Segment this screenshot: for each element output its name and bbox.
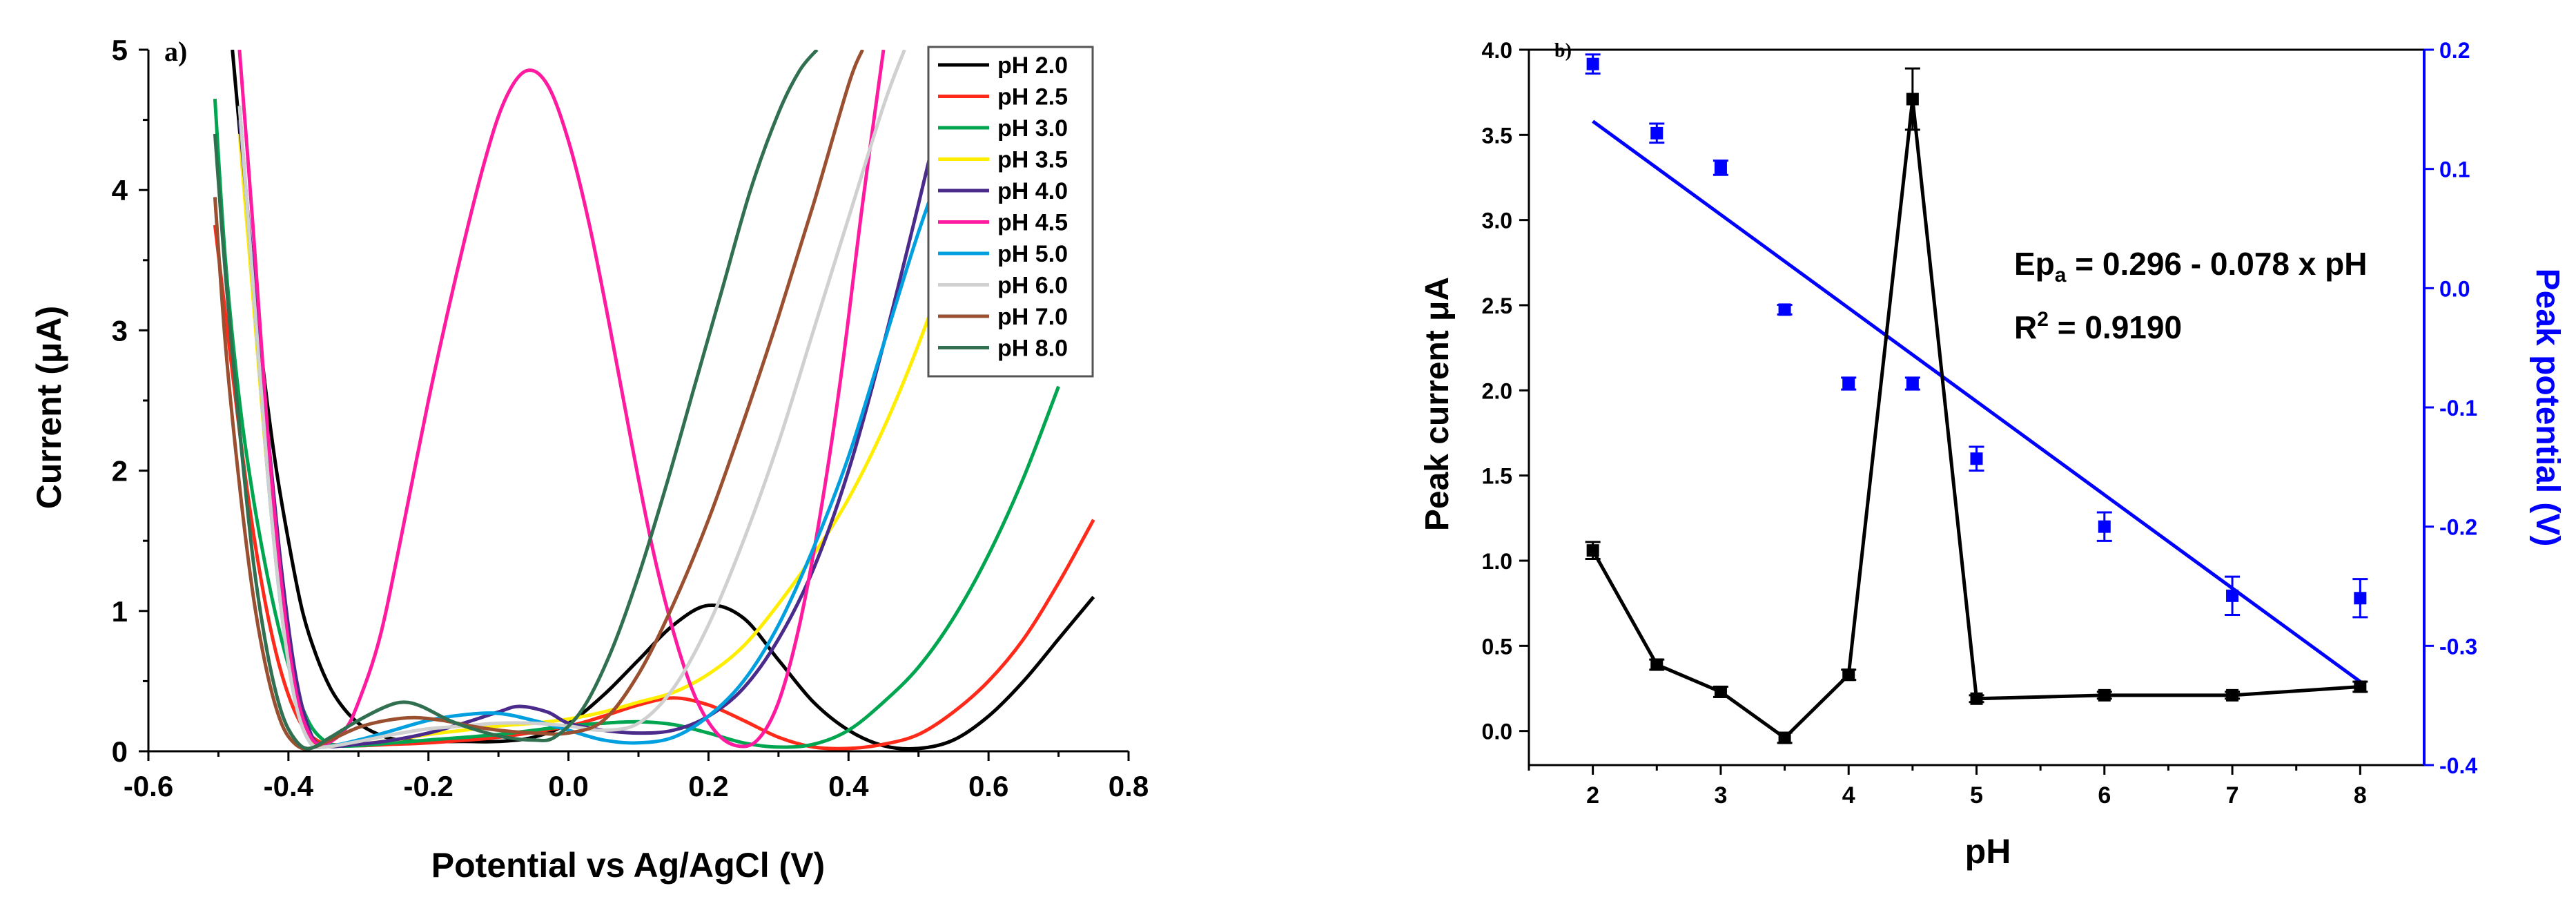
peak-current-point	[2226, 688, 2239, 702]
panel-b-right-y-tick-label: 0.0	[2439, 276, 2470, 301]
panel-b-right-y-tick-label: -0.4	[2439, 753, 2477, 778]
panel-a-y-tick-label: 1	[112, 595, 128, 628]
peak-current-point	[1778, 731, 1791, 744]
peak-current-point	[1842, 668, 1855, 682]
panel-b-x-tick-label: 3	[1714, 782, 1727, 809]
panel-a-curves	[213, 50, 1095, 751]
regression-equation: Epa = 0.296 - 0.078 x pH	[2014, 246, 2367, 287]
panel-a-x-tick-label: 0.6	[968, 770, 1008, 802]
panel-b-x-tick-label: 7	[2226, 782, 2239, 809]
peak-potential-point	[1586, 57, 1599, 70]
panel-a-label: a)	[164, 36, 187, 67]
panel-b-left-y-tick-label: 4.0	[1482, 38, 1512, 63]
panel-a-y-tick-label: 0	[112, 735, 128, 768]
panel-b-left-y-tick-label: 1.5	[1482, 464, 1512, 489]
panel-b-left-y-axis-label: Peak current μA	[1419, 277, 1456, 531]
curve-ph-4-5	[237, 50, 886, 749]
panel-a-y-tick-label: 2	[112, 455, 128, 488]
panel-b-left-y-tick-label: 0.0	[1482, 720, 1512, 744]
legend-label-ph-7-0: pH 7.0	[997, 304, 1068, 330]
peak-current-point	[1970, 692, 1983, 705]
legend-label-ph-3-0: pH 3.0	[997, 115, 1068, 142]
panel-b-right-y-tick-label: 0.1	[2439, 157, 2470, 182]
panel-b-label: b)	[1554, 40, 1572, 61]
panel-b-right-y-tick-label: 0.2	[2439, 38, 2470, 63]
r-squared-rest: = 0.9190	[2049, 309, 2182, 345]
legend-label-ph-6-0: pH 6.0	[997, 273, 1068, 299]
panel-b-left-y-tick-label: 3.0	[1482, 209, 1512, 233]
panel-a-x-tick-label: -0.4	[264, 770, 314, 802]
panel-b-x-tick-label: 8	[2354, 782, 2367, 809]
equation-subscript: a	[2055, 264, 2067, 287]
curve-ph-8-0	[213, 50, 819, 751]
panel-b-x-tick-label: 4	[1842, 782, 1855, 809]
panel-b-marks	[1585, 53, 2368, 744]
panel-b-right-y-tick-label: -0.2	[2439, 515, 2477, 540]
panel-a-y-tick-label: 4	[112, 174, 128, 206]
legend-label-ph-2-5: pH 2.5	[997, 84, 1068, 110]
peak-potential-point	[1714, 161, 1727, 174]
panel-b-left-y-tick-label: 2.5	[1482, 293, 1512, 318]
peak-current-point	[1714, 685, 1727, 698]
curve-ph-7-0	[213, 50, 864, 751]
panel-a-x-tick-label: -0.2	[404, 770, 453, 802]
peak-potential-point	[1778, 303, 1791, 316]
panel-b-right-y-tick-label: -0.3	[2439, 634, 2477, 659]
legend-label-ph-4-5: pH 4.5	[997, 210, 1068, 236]
panel-b-left-y-tick-label: 2.0	[1482, 378, 1512, 403]
equation-main: Ep	[2014, 246, 2055, 282]
peak-potential-point	[1842, 377, 1855, 390]
r-squared-main: R	[2014, 309, 2037, 345]
r-squared-superscript: 2	[2037, 308, 2049, 331]
peak-current-point	[1586, 544, 1599, 557]
panel-a-y-axis-label: Current (μA)	[30, 306, 68, 509]
panel-a-legend: pH 2.0 pH 2.5 pH 3.0 pH 3.5 pH 4.0 pH 4.5 pH 5…	[927, 46, 1094, 378]
panel-a-x-tick-label: 0.2	[688, 770, 728, 802]
peak-potential-point	[1906, 377, 1919, 390]
legend-label-ph-2-0: pH 2.0	[997, 52, 1068, 79]
panel-b-x-tick-label: 6	[2098, 782, 2111, 809]
panel-b-left-y-tick-label: 3.5	[1482, 123, 1512, 148]
equation-rest: = 0.296 - 0.078 x pH	[2066, 246, 2367, 282]
panel-a-y-tick-label: 5	[112, 34, 128, 66]
r-squared: R2 = 0.9190	[2014, 308, 2182, 345]
panel-a-axes: -0.6 -0.4 -0.2 0.0 0.2 0.4 0.6 0.8 0 1 2 3 4 5	[112, 34, 1149, 802]
peak-current-point	[1906, 93, 1919, 106]
panel-b-right-y-axis-label: Peak potential (V)	[2529, 269, 2566, 547]
panel-b-x-tick-label: 5	[1970, 782, 1983, 809]
peak-current-point	[2098, 688, 2111, 702]
panel-b-right-y-tick-label: -0.1	[2439, 396, 2477, 421]
legend-label-ph-3-5: pH 3.5	[997, 147, 1068, 173]
peak-potential-point	[1970, 452, 1983, 465]
panel-b-x-axis-label: pH	[1965, 832, 2011, 871]
legend-label-ph-5-0: pH 5.0	[997, 241, 1068, 267]
curve-ph-2-0	[231, 50, 1095, 751]
panel-b-left-y-tick-label: 1.0	[1482, 549, 1512, 574]
peak-potential-point	[2226, 589, 2239, 602]
panel-b-axes: 2 3 4 5 6 7 8 0.0 0.5 1.0 1.5 2.0 2.5 3.0 3.5 4.0 -0.4 -0…	[1482, 38, 2478, 809]
peak-current-point	[1650, 658, 1663, 671]
legend-box	[927, 46, 1094, 378]
panel-a-x-tick-label: -0.6	[124, 770, 173, 802]
panel-b-x-tick-label: 2	[1586, 782, 1599, 809]
panel-a-y-tick-label: 3	[112, 314, 128, 347]
panel-b-left-y-tick-label: 0.5	[1482, 634, 1512, 659]
peak-current-point	[2354, 680, 2367, 693]
peak-current-line	[1591, 99, 2361, 740]
peak-potential-point	[2098, 520, 2111, 533]
legend-label-ph-4-0: pH 4.0	[997, 178, 1068, 204]
panel-a-x-axis-label: Potential vs Ag/AgCl (V)	[431, 846, 825, 885]
panel-a-x-tick-label: 0.8	[1109, 770, 1149, 802]
panel-a-x-tick-label: 0.4	[828, 770, 869, 802]
peak-potential-point	[1650, 126, 1663, 139]
legend-label-ph-8-0: pH 8.0	[997, 336, 1068, 362]
panel-a-x-tick-label: 0.0	[548, 770, 588, 802]
chart-panel-b: 2 3 4 5 6 7 8 0.0 0.5 1.0 1.5 2.0 2.5 3.0 3.5 4.0 -0.4 -0…	[1419, 38, 2566, 871]
curve-ph-6-0	[237, 50, 906, 749]
peak-potential-point	[2354, 592, 2367, 605]
chart-panel-a: -0.6 -0.4 -0.2 0.0 0.2 0.4 0.6 0.8 0 1 2 3 4 5 a) Pot…	[30, 34, 1149, 885]
